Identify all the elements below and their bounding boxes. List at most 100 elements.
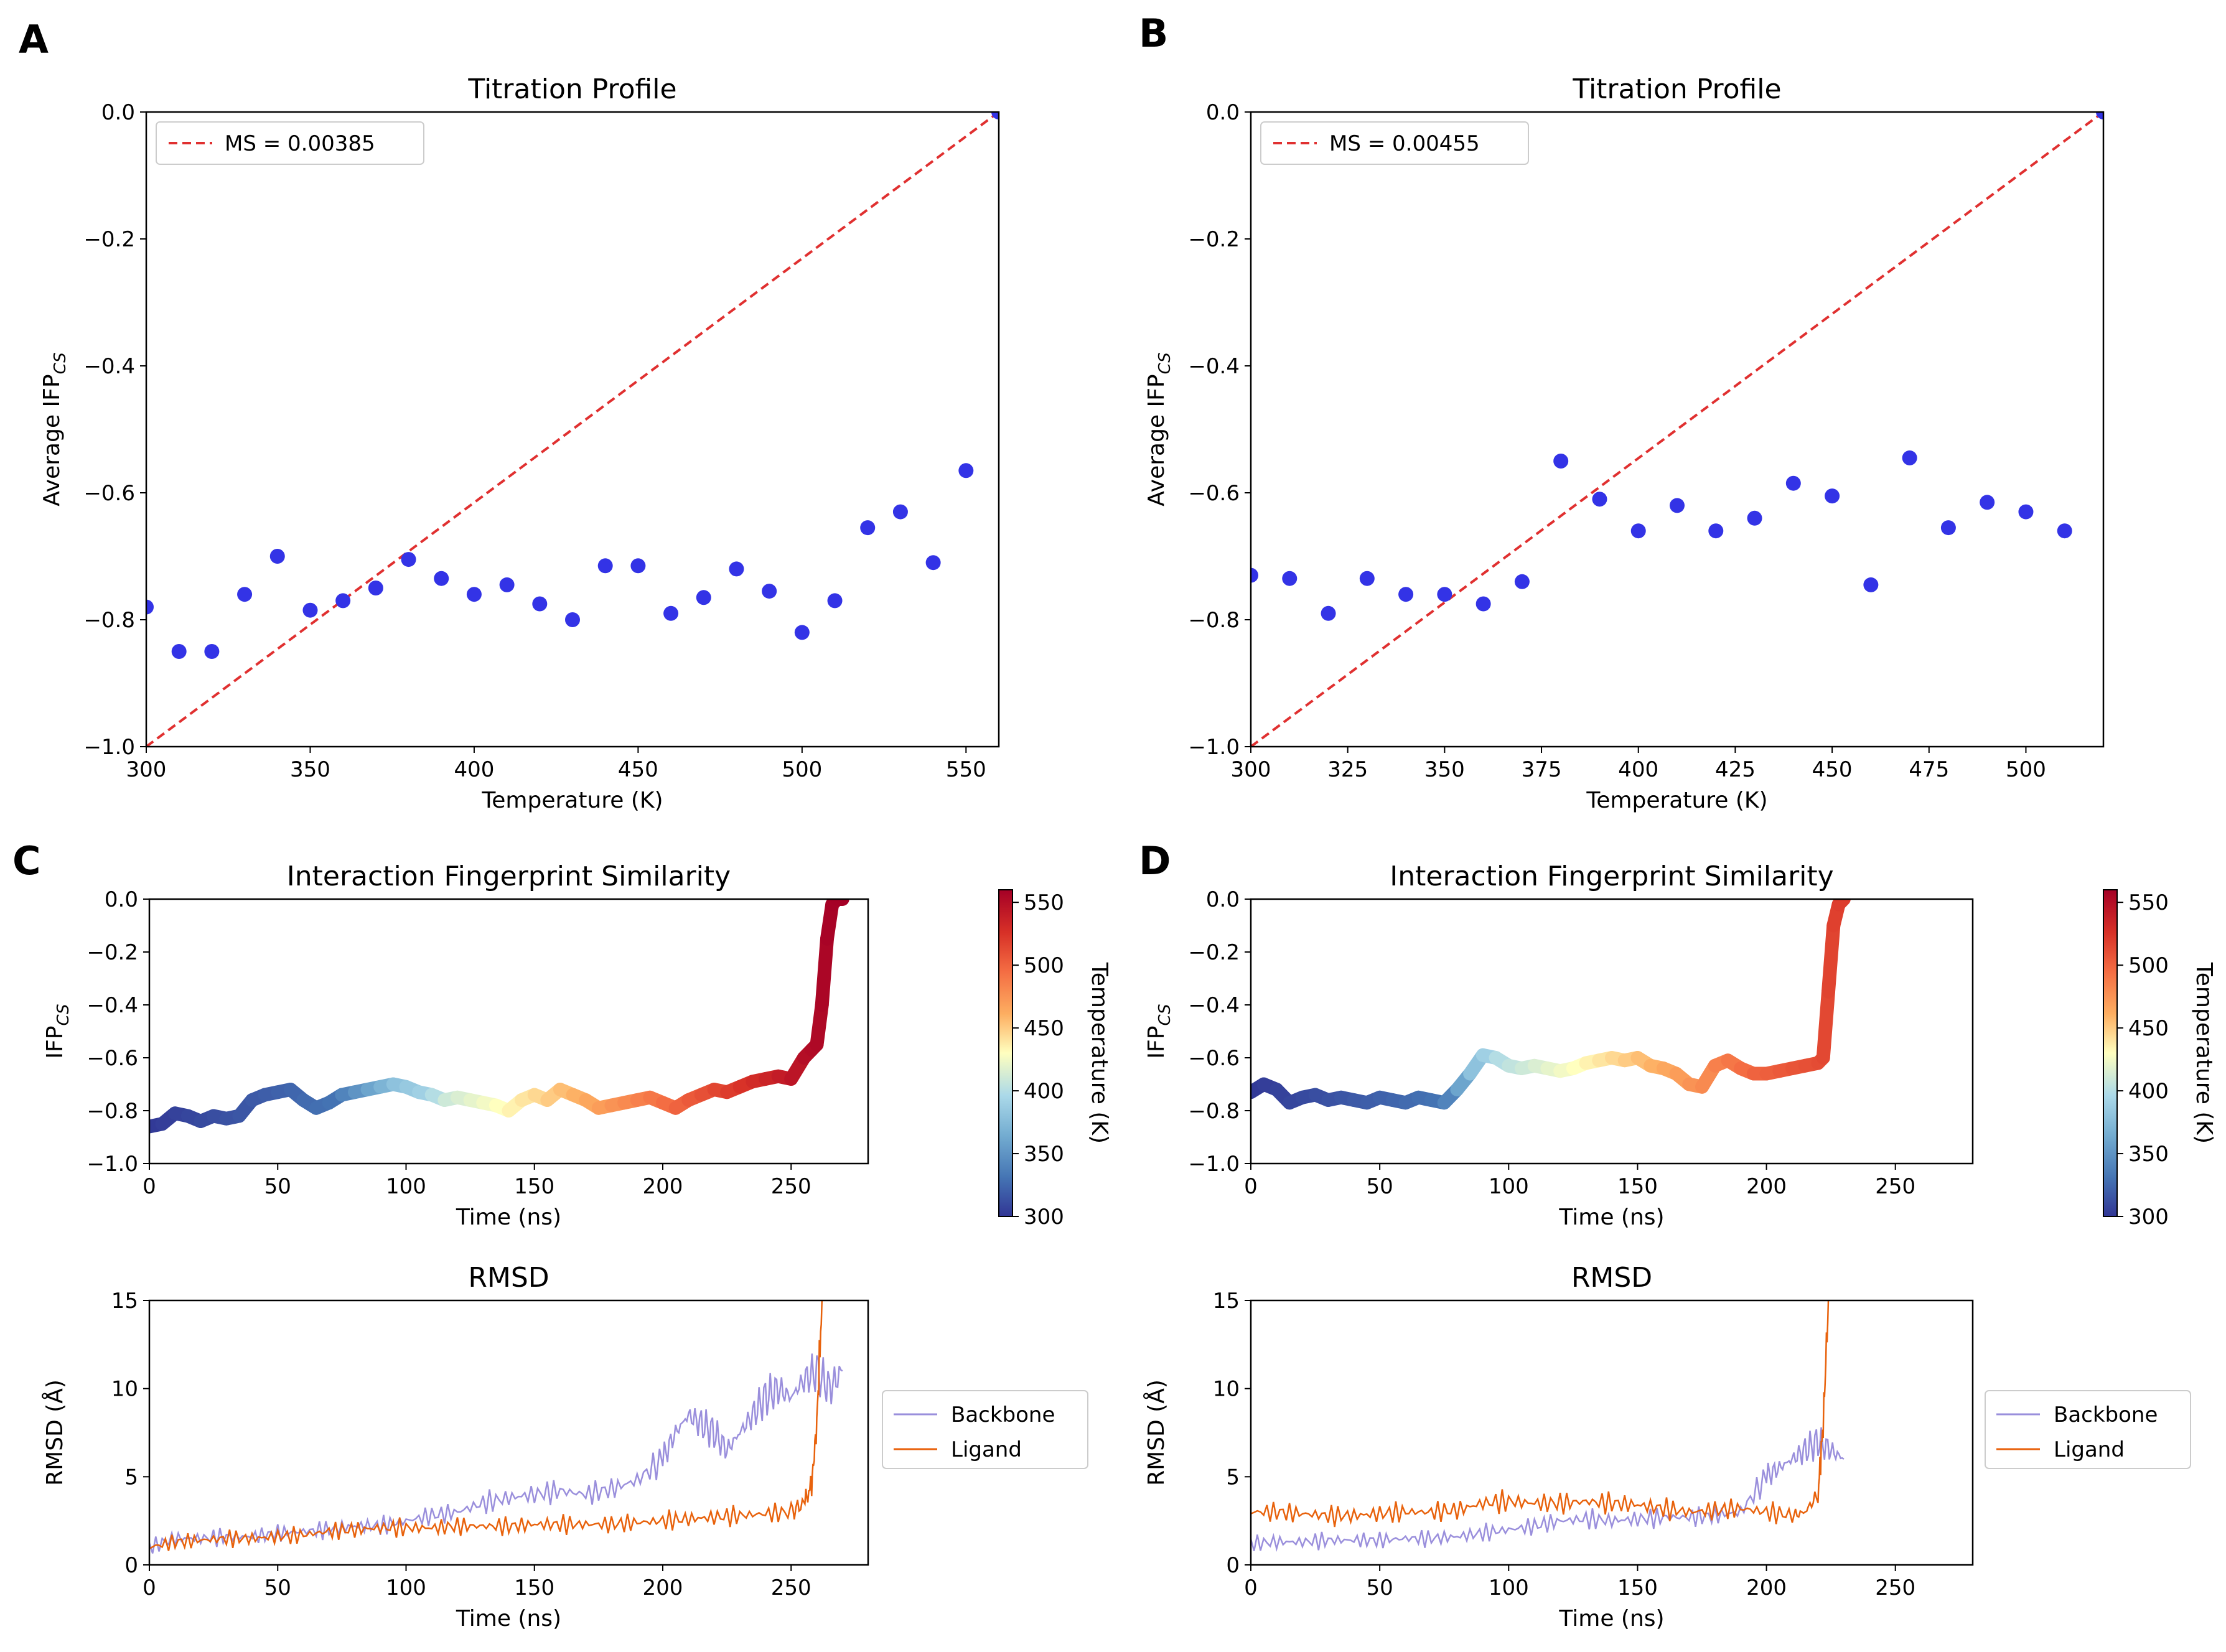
x-tick-label: 100	[386, 1174, 426, 1199]
colorbar-tick-label: 350	[2128, 1142, 2169, 1167]
x-tick-label: 200	[643, 1174, 683, 1199]
x-tick-label: 100	[1489, 1575, 1529, 1600]
colorbar-label: Temperature (K)	[2191, 962, 2217, 1144]
y-tick-label: 0	[124, 1553, 138, 1578]
legend-label: MS = 0.00385	[225, 131, 375, 156]
ms-reference-line	[146, 112, 999, 747]
x-axis-label: Time (ns)	[1558, 1606, 1664, 1631]
scatter-point	[1630, 523, 1646, 539]
scatter-point	[794, 625, 810, 640]
scatter-point	[269, 549, 285, 564]
ifp-segment	[1831, 899, 1851, 912]
scatter-point	[2018, 504, 2034, 520]
y-axis-label: Average IFPCS	[39, 352, 70, 506]
y-tick-label: 10	[1213, 1377, 1240, 1402]
x-tick-label: 300	[126, 757, 167, 782]
scatter-point	[1398, 587, 1414, 602]
x-tick-label: 0	[143, 1174, 156, 1199]
y-tick-label: −0.4	[1188, 354, 1240, 379]
scatter-point	[1553, 454, 1569, 469]
chart-title: RMSD	[1571, 1262, 1652, 1294]
legend-label: Ligand	[2054, 1437, 2125, 1462]
colorbar-tick-label: 400	[2128, 1079, 2169, 1104]
scatter-point	[1282, 571, 1298, 586]
scatter-point	[696, 590, 711, 605]
legend: MS = 0.00455	[1260, 121, 1529, 165]
colorbar-tick-label: 350	[1024, 1142, 1064, 1167]
y-tick-label: −0.4	[83, 354, 135, 379]
chart-c-ifp-similarity: Interaction Fingerprint Similarity 0 50 100…	[42, 861, 1112, 1230]
x-axis-label: Time (ns)	[1558, 1205, 1664, 1230]
chart-title: Titration Profile	[467, 73, 676, 105]
x-tick-label: 200	[1746, 1575, 1787, 1600]
x-tick-label: 100	[386, 1575, 426, 1600]
panel-label-b: B	[1139, 11, 1168, 56]
y-tick-label: −0.8	[1188, 608, 1240, 633]
scatter-point	[146, 599, 154, 615]
y-axis-label: RMSD (Å)	[41, 1379, 68, 1486]
scatter-point	[1980, 495, 1995, 510]
colorbar-tick-label: 300	[2128, 1205, 2169, 1230]
y-tick-label: 5	[124, 1465, 138, 1490]
scatter-point	[729, 561, 744, 577]
series-line-backbone	[149, 1353, 843, 1554]
x-tick-label: 0	[1244, 1575, 1258, 1600]
x-tick-label: 350	[290, 757, 330, 782]
plot-frame	[148, 898, 869, 1165]
chart-a-titration-profile: Titration Profile 300 350 400 450 500 550 0.0 −0…	[39, 73, 1000, 813]
scatter-point	[925, 555, 941, 571]
colorbar-tick-label: 500	[2128, 953, 2169, 978]
scatter-point	[860, 520, 876, 536]
plot-frame	[1250, 111, 2105, 748]
y-tick-label: −0.4	[87, 993, 138, 1018]
scatter-point	[1251, 567, 1258, 583]
x-tick-label: 475	[1909, 757, 1949, 782]
colorbar-tick-label: 500	[1024, 953, 1064, 978]
scatter-point	[171, 644, 187, 659]
y-tick-label: 15	[111, 1289, 138, 1314]
y-tick-label: −0.4	[1188, 993, 1240, 1018]
y-axis-label: RMSD (Å)	[1143, 1379, 1169, 1486]
scatter-point	[827, 593, 843, 609]
scatter-point	[1825, 488, 1840, 504]
ms-reference-line	[1251, 112, 2103, 747]
y-tick-label: 0.0	[1206, 887, 1240, 912]
y-tick-label: 0.0	[1206, 100, 1240, 125]
x-tick-label: 0	[143, 1575, 156, 1600]
scatter-point	[663, 605, 679, 621]
x-tick-label: 425	[1715, 757, 1756, 782]
scatter-point	[401, 552, 416, 567]
scatter-point	[1670, 498, 1685, 513]
x-tick-label: 100	[1489, 1174, 1529, 1199]
legend: Backbone Ligand	[882, 1390, 1088, 1469]
x-tick-label: 150	[1617, 1575, 1658, 1600]
x-tick-label: 150	[514, 1174, 554, 1199]
scatter-point	[434, 571, 449, 586]
scatter-point	[991, 112, 999, 119]
x-tick-label: 0	[1244, 1174, 1258, 1199]
colorbar-tick-label: 550	[1024, 890, 1064, 915]
colorbar-tick-label: 400	[1024, 1079, 1064, 1104]
plot-frame	[1250, 898, 1974, 1165]
y-tick-label: −0.2	[1188, 227, 1240, 252]
colorbar-tick-label: 450	[2128, 1016, 2169, 1041]
ifp-segment	[1816, 984, 1835, 1065]
y-tick-label: −0.8	[87, 1099, 138, 1124]
x-tick-label: 450	[618, 757, 658, 782]
scatter-point	[1514, 574, 1530, 589]
legend-box	[1260, 121, 1529, 165]
series-line-ligand	[149, 1300, 823, 1551]
scatter-point	[630, 558, 646, 574]
x-axis-label: Time (ns)	[456, 1205, 561, 1230]
y-axis-label: IFPCS	[1144, 1004, 1174, 1058]
panel-label-c: C	[12, 838, 41, 884]
chart-d-ifp-similarity: Interaction Fingerprint Similarity 0 50 100…	[1144, 861, 2217, 1230]
y-tick-label: 5	[1226, 1465, 1240, 1490]
y-tick-label: 15	[1213, 1289, 1240, 1314]
chart-c-rmsd: RMSD 0 50 100 150 200 250 0 5 10 15 Time (ns) RMSD (…	[41, 1262, 1088, 1631]
x-tick-label: 250	[1875, 1575, 1915, 1600]
x-tick-label: 200	[1746, 1174, 1787, 1199]
x-axis-label: Time (ns)	[456, 1606, 561, 1631]
x-axis-label: Temperature (K)	[481, 788, 663, 813]
scatter-point	[335, 593, 351, 609]
